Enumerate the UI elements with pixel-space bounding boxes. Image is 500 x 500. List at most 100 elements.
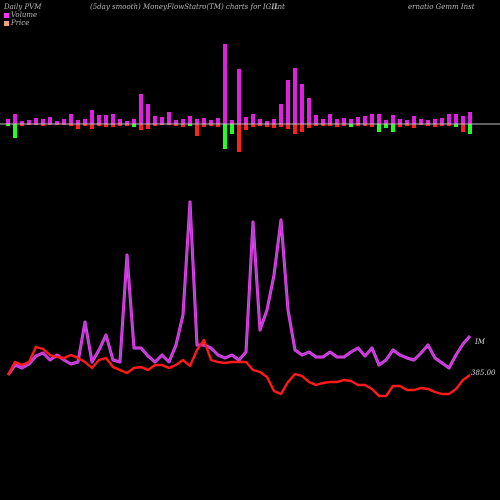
volume-bar-down: [174, 124, 178, 126]
volume-bar-up: [391, 115, 395, 124]
legend-volume-label: Volume: [11, 11, 38, 19]
volume-bar-up: [384, 120, 388, 124]
legend-price: Price: [4, 19, 29, 27]
legend-volume-swatch: [4, 12, 9, 18]
legend-price-swatch: [4, 20, 9, 26]
volume-bar-up: [230, 120, 234, 124]
volume-bar-up: [251, 114, 255, 124]
volume-bar-up: [258, 119, 262, 124]
volume-bar-down: [265, 124, 269, 127]
volume-bar-up: [440, 118, 444, 124]
volume-bar-up: [286, 80, 290, 124]
volume-bar-down: [440, 124, 444, 126]
volume-bar-down: [391, 124, 395, 132]
volume-bar-down: [377, 124, 381, 132]
volume-bar-down: [20, 124, 24, 126]
volume-bar-down: [468, 124, 472, 134]
volume-bar-down: [272, 124, 276, 128]
volume-bar-up: [202, 118, 206, 124]
volume-bar-up: [76, 120, 80, 124]
volume-bar-up: [34, 118, 38, 124]
volume-bar-up: [419, 119, 423, 124]
volume-bar-down: [258, 124, 262, 126]
volume-bar-down: [398, 124, 402, 127]
volume-bar-up: [321, 119, 325, 124]
volume-bar-up: [118, 119, 122, 124]
volume-bar-up: [377, 114, 381, 124]
volume-bar-up: [356, 117, 360, 124]
volume-bar-down: [223, 124, 227, 149]
volume-bar-up: [426, 120, 430, 124]
volume-bar-up: [41, 119, 45, 124]
volume-bar-up: [146, 104, 150, 124]
volume-bar-down: [216, 124, 220, 127]
chart-type-label: Daily PVM: [4, 3, 42, 11]
company-name-part1: (Int: [272, 3, 285, 11]
volume-bar-up: [69, 114, 73, 124]
volume-bar-down: [279, 124, 283, 127]
mfi-line: [7, 201, 471, 376]
volume-bar-up: [216, 118, 220, 124]
volume-bar-down: [251, 124, 255, 127]
volume-bar-up: [223, 44, 227, 124]
volume-bar-up: [398, 119, 402, 124]
volume-bar-up: [293, 68, 297, 124]
volume-bar-up: [62, 119, 66, 124]
volume-bar-down: [41, 124, 45, 126]
volume-bar-down: [90, 124, 94, 129]
volume-bar-up: [132, 119, 136, 124]
volume-bar-down: [321, 124, 325, 126]
volume-bar-up: [447, 114, 451, 124]
volume-bar-up: [328, 114, 332, 124]
volume-bar-down: [209, 124, 213, 126]
volume-bar-up: [174, 120, 178, 124]
volume-bar-up: [461, 116, 465, 124]
volume-bar-up: [265, 121, 269, 124]
volume-bar-down: [335, 124, 339, 127]
volume-bar-up: [48, 117, 52, 124]
volume-bar-down: [125, 124, 129, 126]
volume-bar-down: [286, 124, 290, 129]
volume-bar-up: [272, 119, 276, 124]
volume-bars: [6, 44, 472, 152]
volume-bar-down: [433, 124, 437, 127]
volume-bar-up: [153, 116, 157, 124]
volume-bar-down: [13, 124, 17, 138]
volume-bar-up: [125, 121, 129, 124]
volume-bar-down: [314, 124, 318, 126]
volume-bar-down: [328, 124, 332, 126]
volume-bar-down: [230, 124, 234, 134]
volume-bar-up: [90, 110, 94, 124]
volume-bar-up: [342, 118, 346, 124]
volume-bar-up: [27, 120, 31, 124]
volume-bar-up: [160, 117, 164, 124]
volume-bar-up: [104, 115, 108, 124]
volume-bar-up: [433, 119, 437, 124]
volume-bar-down: [83, 124, 87, 126]
volume-bar-up: [188, 116, 192, 124]
volume-bar-down: [356, 124, 360, 126]
volume-bar-down: [461, 124, 465, 132]
volume-bar-up: [181, 119, 185, 124]
volume-bar-down: [97, 124, 101, 126]
volume-bar-up: [20, 121, 24, 124]
volume-bar-up: [139, 94, 143, 124]
price-end-label: 385.00: [471, 369, 496, 377]
volume-bar-down: [384, 124, 388, 128]
volume-bar-up: [244, 117, 248, 124]
volume-bar-down: [293, 124, 297, 134]
legend-price-label: Price: [11, 19, 30, 27]
volume-bar-down: [132, 124, 136, 127]
volume-bar-up: [300, 84, 304, 124]
volume-bar-up: [13, 114, 17, 124]
volume-bar-up: [111, 114, 115, 124]
volume-bar-up: [454, 114, 458, 124]
volume-bar-up: [195, 119, 199, 124]
volume-bar-down: [412, 124, 416, 128]
volume-bar-down: [244, 124, 248, 130]
volume-bar-up: [363, 116, 367, 124]
volume-bar-down: [181, 124, 185, 127]
volume-bar-down: [202, 124, 206, 127]
mfi-end-label: IM: [475, 338, 485, 346]
